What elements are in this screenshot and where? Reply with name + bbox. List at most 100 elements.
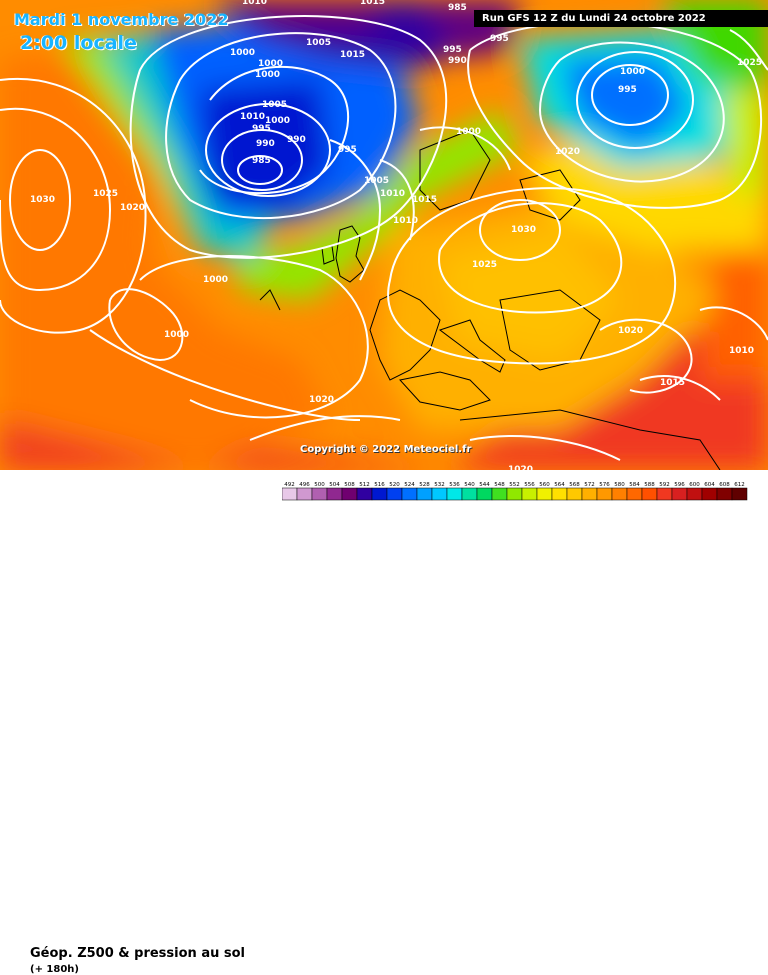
legend-tick-label: 552 (509, 482, 520, 488)
isobar-label: 995 (338, 145, 357, 155)
isobar-label: 1000 (265, 116, 290, 126)
legend-swatch (386, 487, 403, 501)
legend-title: Géop. Z500 & pression au sol (30, 946, 245, 961)
isobar-label: 1005 (364, 176, 389, 186)
legend-swatch (671, 487, 688, 501)
isobar-label: 1000 (230, 48, 255, 58)
legend-tick-label: 604 (704, 482, 715, 488)
legend-swatch (416, 487, 433, 501)
legend-tick-label: 608 (719, 482, 730, 488)
legend-swatch (656, 487, 673, 501)
isobar-label: 1020 (120, 203, 145, 213)
legend-tick-label: 496 (299, 482, 310, 488)
legend-tick-label: 516 (374, 482, 385, 488)
legend-tick-label: 548 (494, 482, 505, 488)
isobar-label: 1000 (620, 67, 645, 77)
legend-swatch (401, 487, 418, 501)
isobar-label: 1000 (258, 59, 283, 69)
isobar-label: 1000 (255, 70, 280, 80)
isobar-label: 1025 (93, 189, 118, 199)
isobar-label: 995 (443, 45, 462, 55)
legend-swatch (311, 487, 328, 501)
isobar-label: 1005 (262, 100, 287, 110)
legend-tick-label: 576 (599, 482, 610, 488)
isobar-label: 1020 (555, 147, 580, 157)
legend-swatch (731, 487, 748, 501)
legend-tick-label: 568 (569, 482, 580, 488)
legend-tick-label: 524 (404, 482, 415, 488)
copyright-notice: Copyright © 2022 Meteociel.fr (300, 444, 472, 455)
legend-swatch (461, 487, 478, 501)
isobar-label: 1025 (472, 260, 497, 270)
isobar-label: 1000 (456, 127, 481, 137)
model-run-banner: Run GFS 12 Z du Lundi 24 octobre 2022 (474, 10, 768, 27)
legend-tick-label: 520 (389, 482, 400, 488)
legend-tick-label: 612 (734, 482, 745, 488)
legend-swatch (491, 487, 508, 501)
legend-tick-label: 532 (434, 482, 445, 488)
isobar-label: 1005 (306, 38, 331, 48)
legend-tick-label: 500 (314, 482, 325, 488)
legend-swatch (326, 487, 343, 501)
forecast-local-time: 2:00 locale (20, 32, 137, 54)
legend-swatch (536, 487, 553, 501)
isobar-label: 1015 (660, 378, 685, 388)
isobar-label: 1030 (30, 195, 55, 205)
legend-swatch (701, 487, 718, 501)
legend-tick-label: 584 (629, 482, 640, 488)
isobar-label: 1015 (360, 0, 385, 7)
isobar-label: 1000 (164, 330, 189, 340)
color-scale: 492 496 500 504 508 512 516 520 524 528 532 536 540 5… (282, 482, 748, 501)
legend-swatch (356, 487, 373, 501)
isobar-lines (0, 15, 768, 461)
legend-swatch (716, 487, 733, 501)
legend-swatch (476, 487, 493, 501)
weather-map: 1000 1000 1005 1015 1000 1005 1010 1000 … (0, 0, 768, 475)
isobar-label: 1010 (380, 189, 405, 199)
isobar-labels: 1000 1000 1005 1015 1000 1005 1010 1000 … (30, 0, 762, 475)
legend-tick-label: 536 (449, 482, 460, 488)
legend-tick-label: 572 (584, 482, 595, 488)
isobar-label: 990 (448, 56, 467, 66)
forecast-date: Mardi 1 novembre 2022 (14, 10, 229, 29)
isobar-label: 1020 (309, 395, 334, 405)
isobar-label: 1015 (412, 195, 437, 205)
legend-swatch (596, 487, 613, 501)
isobar-label: 995 (618, 85, 637, 95)
legend-tick-label: 508 (344, 482, 355, 488)
isobar-label: 1010 (242, 0, 267, 7)
legend-swatch (626, 487, 643, 501)
legend-swatch (446, 487, 463, 501)
isobar-label: 1000 (203, 275, 228, 285)
legend-swatch (296, 487, 313, 501)
legend-swatch (371, 487, 388, 501)
legend-tick-label: 540 (464, 482, 475, 488)
legend-tick-label: 560 (539, 482, 550, 488)
legend-tick-label: 592 (659, 482, 670, 488)
isobar-label: 985 (252, 156, 271, 166)
legend-swatch (431, 487, 448, 501)
legend-tick-label: 564 (554, 482, 565, 488)
isobar-label: 990 (287, 135, 306, 145)
legend-tick-label: 492 (284, 482, 295, 488)
isobar-label: 1020 (618, 326, 643, 336)
legend-swatch (641, 487, 658, 501)
legend-swatch (506, 487, 523, 501)
legend-tick-label: 504 (329, 482, 340, 488)
legend-tick-label: 580 (614, 482, 625, 488)
legend-tick-label: 596 (674, 482, 685, 488)
isobar-label: 995 (490, 34, 509, 44)
isobar-label: 1025 (737, 58, 762, 68)
legend-tick-label: 600 (689, 482, 700, 488)
legend-swatch (521, 487, 538, 501)
legend-swatch (566, 487, 583, 501)
legend-footer: Géop. Z500 & pression au sol (+ 180h) 49… (0, 470, 768, 975)
isobar-label: 995 (252, 124, 271, 134)
legend-swatch (686, 487, 703, 501)
legend-subtitle: (+ 180h) (30, 964, 79, 975)
geopotential-field: 1000 1000 1005 1015 1000 1005 1010 1000 … (0, 0, 768, 475)
isobar-label: 1015 (340, 50, 365, 60)
isobar-label: 1010 (393, 216, 418, 226)
legend-swatch (581, 487, 598, 501)
legend-swatch (341, 487, 358, 501)
